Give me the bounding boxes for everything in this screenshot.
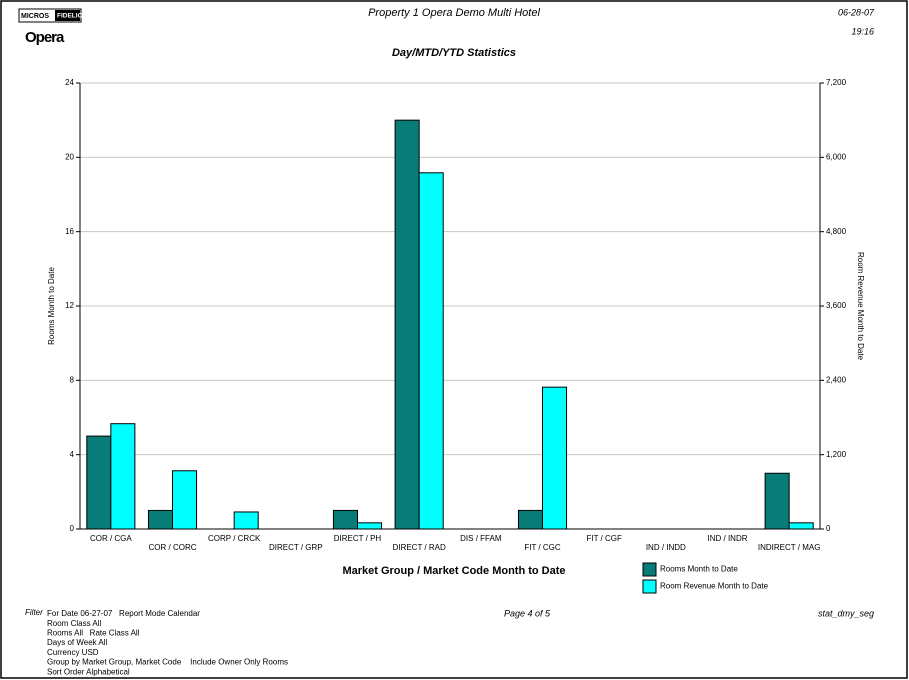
logo-dark [55, 10, 80, 21]
logo-right: FIDELIO [57, 13, 83, 20]
y2-tick-label: 2,400 [826, 375, 847, 384]
report-name: stat_dmy_seg [818, 608, 874, 618]
y2-tick-label: 7,200 [826, 78, 847, 87]
filter-line: Room Class All [47, 619, 101, 628]
bar [86, 435, 112, 530]
y2-tick-label: 3,600 [826, 301, 847, 310]
x-tick-label: FIT / CGC [524, 543, 561, 552]
y-tick-label: 4 [70, 450, 75, 459]
y-tick-label: 24 [65, 78, 74, 87]
chart-title: Day/MTD/YTD Statistics [392, 47, 516, 59]
legend-label: Rooms Month to Date [660, 565, 738, 574]
filter-line: Days of Week All [47, 638, 108, 647]
bar [542, 386, 568, 530]
bar [110, 423, 136, 530]
bar [764, 472, 790, 530]
y2-tick-label: 0 [826, 524, 831, 533]
x-tick-label: IND / INDD [646, 543, 686, 552]
x-tick-label: DIRECT / GRP [269, 543, 323, 552]
x-tick-label: IND / INDR [708, 534, 748, 543]
y2-tick-label: 4,800 [826, 227, 847, 236]
bar [332, 509, 359, 530]
bar [147, 509, 173, 530]
filter-line: Sort Order Alphabetical [47, 667, 130, 676]
x-tick-label: FIT / CGF [586, 534, 622, 543]
y2-axis-title: Room Revenue Month to Date [856, 252, 865, 361]
bar [394, 119, 420, 530]
x-tick-label: COR / CORC [149, 543, 197, 552]
x-tick-label: DIRECT / PH [334, 534, 382, 543]
legend-swatch [642, 562, 657, 577]
x-tick-label: DIRECT / RAD [393, 543, 446, 552]
filter-line: For Date 06-27-07 Report Mode Calendar [47, 609, 200, 618]
bar [788, 522, 814, 530]
x-tick-label: INDIRECT / MAG [758, 543, 821, 552]
legend-swatch [642, 579, 657, 594]
bar [418, 172, 444, 530]
report-title: Property 1 Opera Demo Multi Hotel [368, 7, 540, 19]
x-tick-label: DIS / FFAM [460, 534, 502, 543]
y-tick-label: 8 [70, 375, 75, 384]
filter-line: Group by Market Group, Market Code Inclu… [47, 658, 288, 667]
legend-label: Room Revenue Month to Date [660, 582, 769, 591]
bar [517, 509, 544, 530]
y-tick-label: 20 [65, 152, 74, 161]
bar [172, 470, 198, 530]
bar [357, 522, 383, 530]
x-tick-label: COR / CGA [90, 534, 132, 543]
bar [233, 511, 259, 530]
x-tick-label: CORP / CRCK [208, 534, 261, 543]
product-logo: Opera [25, 29, 65, 46]
filter-label: Filter [25, 608, 43, 617]
y-axis-title: Rooms Month to Date [47, 267, 56, 345]
y-tick-label: 12 [65, 301, 74, 310]
y2-tick-label: 1,200 [826, 450, 847, 459]
filter-line: Currency USD [47, 648, 99, 657]
logo-left: MICROS [21, 13, 49, 20]
y-tick-label: 16 [65, 227, 74, 236]
filter-line: Rooms All Rate Class All [47, 629, 140, 638]
page-number: Page 4 of 5 [504, 608, 551, 618]
x-axis-title: Market Group / Market Code Month to Date [342, 565, 565, 577]
report-time: 19:16 [851, 26, 874, 36]
y-tick-label: 0 [70, 524, 75, 533]
y2-tick-label: 6,000 [826, 152, 847, 161]
report-date: 06-28-07 [838, 7, 875, 17]
